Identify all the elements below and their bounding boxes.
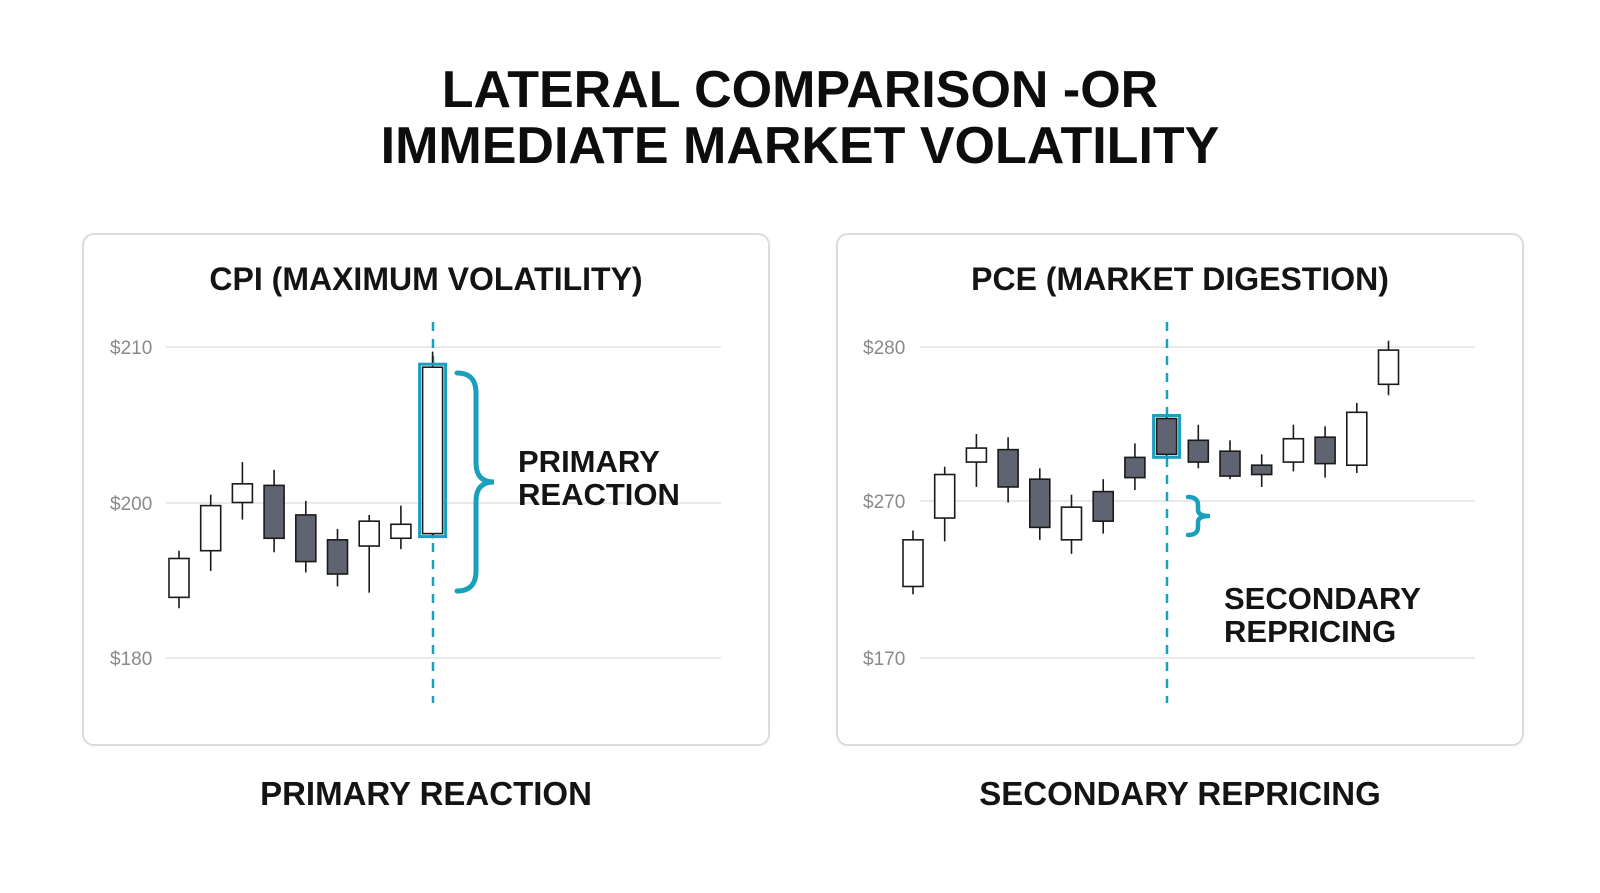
annotation-line2: REACTION	[518, 477, 680, 512]
y-tick-170: $170	[863, 649, 905, 670]
main-title-line1: LATERAL COMPARISON -OR	[441, 61, 1159, 119]
bearish-candle	[1092, 490, 1114, 522]
event-candle	[1155, 417, 1178, 456]
annotation-line1: SECONDARY	[1224, 581, 1421, 616]
y-tick-280: $280	[863, 338, 905, 359]
bullish-candle	[390, 523, 412, 540]
main-title: LATERAL COMPARISON -OR IMMEDIATE MARKET …	[0, 62, 1600, 174]
bullish-candle	[933, 473, 956, 519]
bearish-candle	[1187, 439, 1210, 463]
bullish-candle	[199, 504, 222, 552]
bullish-candle	[1282, 437, 1305, 463]
y-tick-180: $180	[110, 649, 152, 670]
bearish-candle	[326, 539, 349, 575]
event-candle-highlight	[1152, 414, 1182, 459]
pce-caption: SECONDARY REPRICING	[979, 775, 1381, 812]
bearish-candle	[263, 484, 285, 540]
primary-reaction-brace	[454, 370, 495, 594]
cpi-caption: PRIMARY REACTION	[260, 775, 592, 812]
bullish-candle	[902, 539, 924, 588]
bullish-candle	[1345, 411, 1368, 466]
bearish-candle	[1250, 464, 1273, 476]
bullish-candle	[1060, 506, 1083, 541]
event-candle-highlight	[418, 362, 448, 539]
main-title-line2: IMMEDIATE MARKET VOLATILITY	[380, 117, 1220, 175]
y-tick-200: $200	[110, 494, 152, 515]
annotation-line1: PRIMARY	[518, 444, 660, 479]
bullish-candle	[231, 483, 254, 504]
bullish-candle	[168, 557, 190, 599]
bearish-candle	[1029, 478, 1051, 529]
bullish-candle	[358, 520, 381, 547]
bearish-candle	[295, 514, 317, 563]
cpi-candlestick-chart: $210 $200 $180 PRIMARY REACTION	[110, 322, 721, 703]
bullish-candle	[1377, 349, 1400, 386]
y-tick-210: $210	[110, 338, 152, 359]
bullish-candle	[965, 447, 988, 463]
secondary-repricing-brace	[1185, 494, 1211, 538]
cpi-candles	[168, 351, 448, 609]
bearish-candle	[997, 448, 1019, 488]
event-candle	[421, 366, 444, 535]
pce-chart-title: PCE (MARKET DIGESTION)	[971, 261, 1389, 297]
cpi-chart-panel: CPI (MAXIMUM VOLATILITY) $210 $200 $180 …	[82, 233, 770, 746]
bearish-candle	[1314, 436, 1336, 465]
bearish-candle	[1124, 456, 1146, 479]
bearish-candle	[1219, 450, 1241, 477]
y-tick-270: $270	[863, 492, 905, 513]
pce-chart-panel: PCE (MARKET DIGESTION) $280 $270 $170 SE…	[836, 233, 1524, 746]
pce-candles	[902, 340, 1400, 595]
pce-candlestick-chart: $280 $270 $170 SECONDARY REPRICING	[863, 322, 1475, 703]
annotation-line2: REPRICING	[1224, 614, 1396, 649]
cpi-chart-title: CPI (MAXIMUM VOLATILITY)	[209, 261, 643, 297]
